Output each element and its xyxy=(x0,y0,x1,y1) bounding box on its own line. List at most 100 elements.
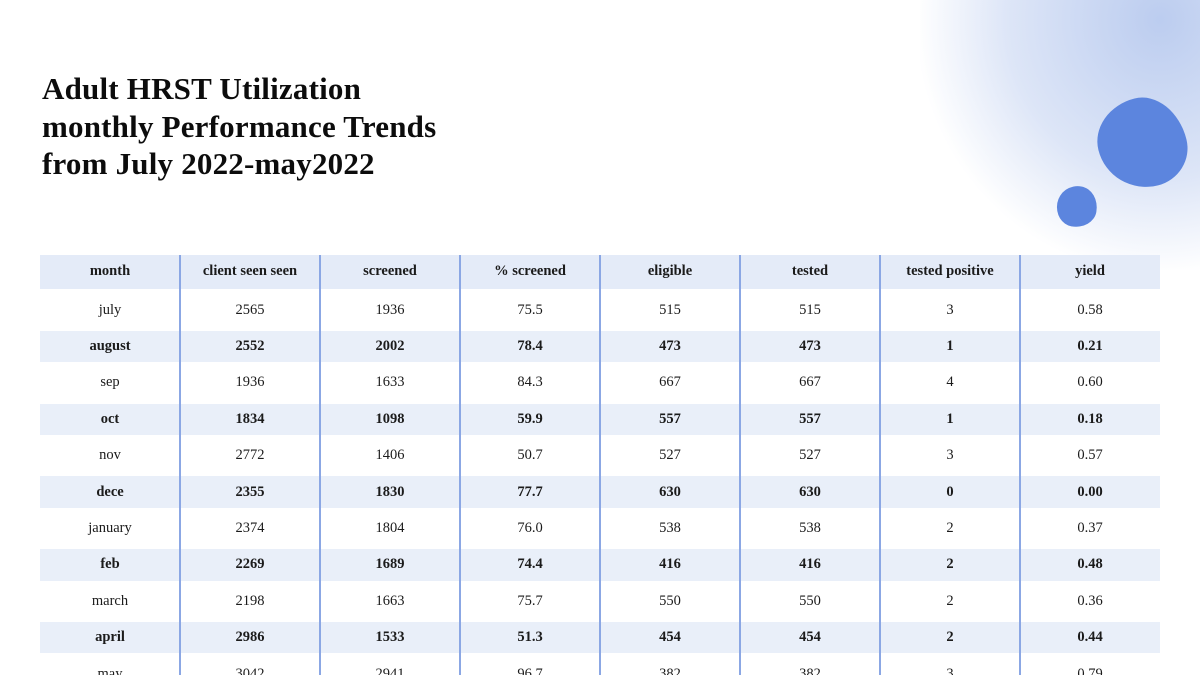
table-cell: 557 xyxy=(799,410,821,427)
table-cell: 382 xyxy=(659,665,681,675)
table-cell: 454 xyxy=(799,629,821,646)
table-cell: 0 xyxy=(946,483,954,500)
table-cell: 2 xyxy=(946,592,954,609)
table-cell: 1 xyxy=(946,338,954,355)
table-cell: 59.9 xyxy=(517,410,543,427)
table-cell: 1098 xyxy=(375,410,405,427)
month-cell: feb xyxy=(100,556,120,573)
month-cell: sep xyxy=(100,374,120,391)
column-separator xyxy=(319,255,321,675)
column-header: % screened xyxy=(494,263,566,280)
blob-decoration-small xyxy=(1053,182,1101,231)
table-cell: 473 xyxy=(799,338,821,355)
month-cell: nov xyxy=(99,447,121,464)
table-cell: 630 xyxy=(799,483,821,500)
table-cell: 77.7 xyxy=(517,483,543,500)
month-cell: march xyxy=(91,592,129,609)
table-cell: 1533 xyxy=(375,629,405,646)
table-cell: 1689 xyxy=(375,556,405,573)
table-cell: 557 xyxy=(659,410,681,427)
column-header: tested positive xyxy=(906,263,994,280)
column-separator xyxy=(879,255,881,675)
month-cell: august xyxy=(89,338,131,355)
table-cell: 2565 xyxy=(235,301,265,318)
column-separator xyxy=(459,255,461,675)
table-cell: 1633 xyxy=(375,374,405,391)
table-cell: 75.5 xyxy=(517,301,543,318)
table-cell: 1936 xyxy=(235,374,265,391)
utilization-table: month client seen seen screened % screened e… xyxy=(40,255,1160,675)
table-row: nov 2772 1406 50.7 527 527 3 0.57 xyxy=(40,438,1160,474)
table-cell: 75.7 xyxy=(517,592,543,609)
table-cell: 96.7 xyxy=(517,665,543,675)
table-row: sep 1936 1633 84.3 667 667 4 0.60 xyxy=(40,365,1160,401)
table-cell: 0.21 xyxy=(1077,338,1103,355)
table-cell: 416 xyxy=(799,556,821,573)
table-cell: 515 xyxy=(799,301,821,318)
month-cell: july xyxy=(98,301,122,318)
table-cell: 538 xyxy=(659,520,681,537)
table-cell: 1406 xyxy=(375,447,405,464)
table-cell: 2269 xyxy=(235,556,265,573)
table-row: may 3042 2941 96.7 382 382 3 0.79 xyxy=(40,656,1160,675)
table-cell: 2986 xyxy=(235,629,265,646)
table-cell: 527 xyxy=(659,447,681,464)
column-header: tested xyxy=(791,263,829,280)
table-cell: 1936 xyxy=(375,301,405,318)
table-cell: 76.0 xyxy=(517,520,543,537)
table-cell: 630 xyxy=(659,483,681,500)
table-cell: 0.37 xyxy=(1077,520,1103,537)
table-cell: 3 xyxy=(946,447,954,464)
table-cell: 2 xyxy=(946,520,954,537)
table-cell: 84.3 xyxy=(517,374,543,391)
table-cell: 50.7 xyxy=(517,447,543,464)
table-cell: 1830 xyxy=(375,483,405,500)
table-cell: 0.48 xyxy=(1077,556,1103,573)
month-cell: may xyxy=(97,665,123,675)
table-cell: 0.79 xyxy=(1077,665,1103,675)
column-header: client seen seen xyxy=(202,263,298,280)
table-cell: 51.3 xyxy=(517,629,543,646)
table-cell: 2 xyxy=(946,556,954,573)
table-cell: 2552 xyxy=(235,338,265,355)
table-cell: 0.36 xyxy=(1077,592,1103,609)
table-cell: 2772 xyxy=(235,447,265,464)
table-cell: 454 xyxy=(659,629,681,646)
table-cell: 1804 xyxy=(375,520,405,537)
table-cell: 78.4 xyxy=(517,338,543,355)
table-cell: 1663 xyxy=(375,592,405,609)
table-cell: 2374 xyxy=(235,520,265,537)
column-separator xyxy=(179,255,181,675)
table-cell: 2198 xyxy=(235,592,265,609)
column-separator xyxy=(599,255,601,675)
column-header: yield xyxy=(1075,263,1105,280)
table-cell: 538 xyxy=(799,520,821,537)
page-title: Adult HRST Utilization monthly Performan… xyxy=(42,71,437,181)
column-header: screened xyxy=(363,263,417,280)
table-cell: 0.57 xyxy=(1077,447,1103,464)
table-cell: 515 xyxy=(659,301,681,318)
column-header: month xyxy=(89,263,131,280)
table-row: july 2565 1936 75.5 515 515 3 0.58 xyxy=(40,292,1160,328)
table-cell: 473 xyxy=(659,338,681,355)
table-cell: 0.44 xyxy=(1077,629,1103,646)
table-cell: 2355 xyxy=(235,483,265,500)
month-cell: january xyxy=(88,520,132,537)
table-row: january 2374 1804 76.0 538 538 2 0.37 xyxy=(40,510,1160,546)
table-cell: 0.18 xyxy=(1077,410,1103,427)
column-separator xyxy=(739,255,741,675)
month-cell: dece xyxy=(96,483,124,500)
table-cell: 550 xyxy=(659,592,681,609)
table-cell: 667 xyxy=(799,374,821,391)
column-separator xyxy=(1019,255,1021,675)
table-cell: 1834 xyxy=(235,410,265,427)
table-cell: 2002 xyxy=(375,338,405,355)
table-cell: 0.58 xyxy=(1077,301,1103,318)
table-cell: 74.4 xyxy=(517,556,543,573)
table-cell: 2941 xyxy=(375,665,405,675)
table-cell: 0.60 xyxy=(1077,374,1103,391)
table-cell: 550 xyxy=(799,592,821,609)
table-cell: 4 xyxy=(946,374,954,391)
table-cell: 1 xyxy=(946,410,954,427)
